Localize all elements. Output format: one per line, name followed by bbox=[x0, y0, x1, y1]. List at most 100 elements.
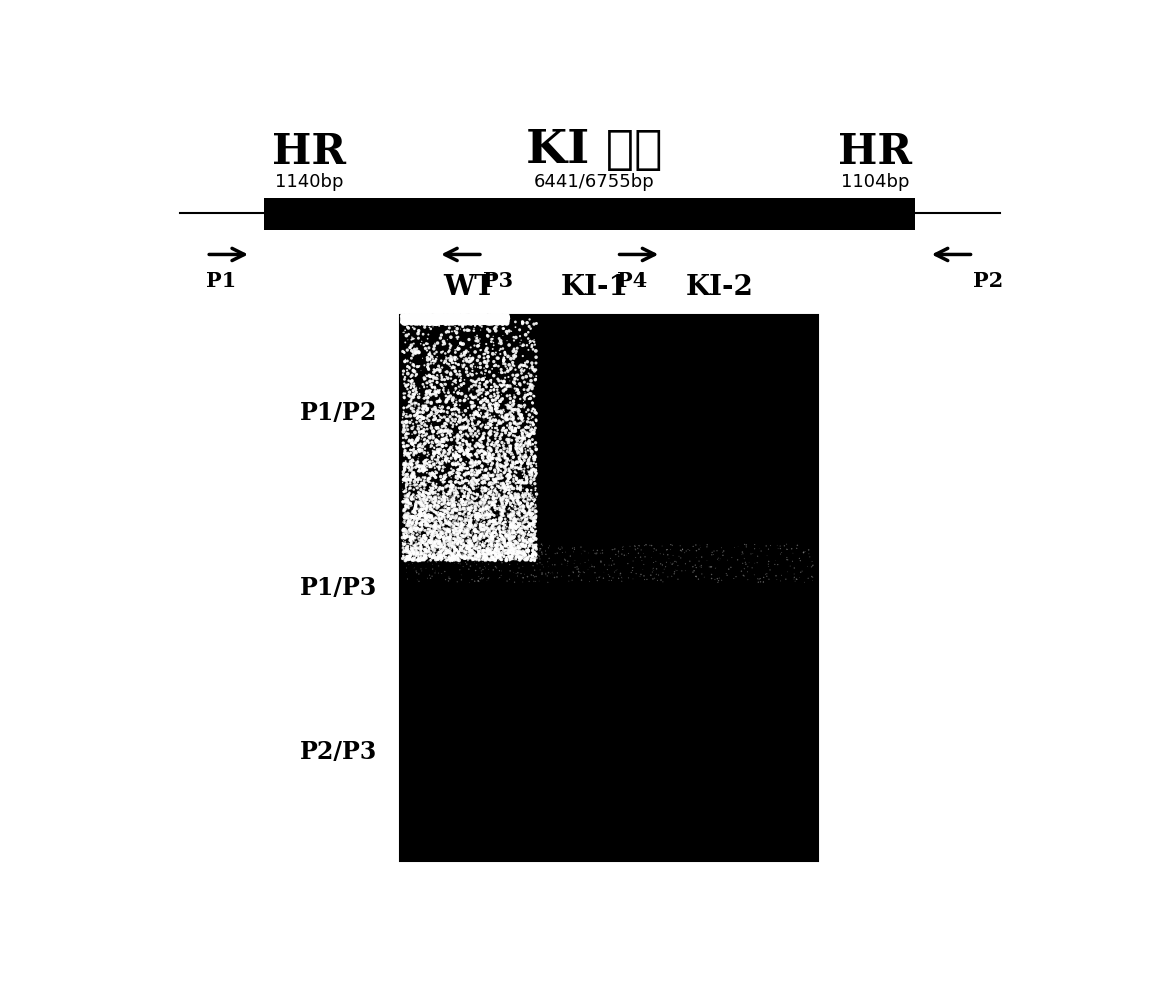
Point bbox=[403, 543, 421, 559]
Point bbox=[486, 494, 504, 510]
Point bbox=[397, 315, 416, 331]
Point bbox=[491, 309, 510, 325]
Point bbox=[399, 398, 418, 413]
Point bbox=[456, 542, 474, 558]
Point bbox=[405, 407, 424, 423]
Point bbox=[527, 486, 546, 502]
Point bbox=[527, 343, 546, 359]
Point bbox=[395, 438, 413, 454]
Point bbox=[496, 537, 514, 553]
Point bbox=[475, 537, 494, 553]
Point bbox=[417, 307, 435, 323]
Point bbox=[405, 492, 424, 508]
Point bbox=[502, 545, 520, 561]
Point bbox=[516, 566, 534, 582]
Point bbox=[444, 313, 463, 329]
Point bbox=[428, 492, 447, 508]
Point bbox=[508, 386, 526, 401]
Point bbox=[397, 311, 416, 327]
Point bbox=[449, 539, 467, 555]
Point bbox=[399, 495, 418, 511]
Point bbox=[412, 409, 430, 425]
Point bbox=[445, 429, 464, 445]
Point bbox=[486, 399, 504, 414]
Point bbox=[453, 310, 472, 326]
Point bbox=[403, 458, 421, 473]
Point bbox=[456, 314, 474, 330]
Point bbox=[432, 423, 450, 439]
Point bbox=[420, 519, 439, 534]
Point bbox=[412, 459, 430, 474]
Point bbox=[447, 502, 465, 518]
Point bbox=[455, 407, 473, 423]
Point bbox=[471, 316, 489, 332]
Point bbox=[444, 514, 463, 529]
Point bbox=[416, 315, 434, 331]
Point bbox=[746, 541, 764, 557]
Point bbox=[450, 530, 468, 546]
Point bbox=[524, 523, 542, 538]
Point bbox=[508, 368, 526, 384]
Point bbox=[420, 540, 439, 556]
Point bbox=[487, 523, 505, 538]
Point bbox=[472, 311, 490, 327]
Point bbox=[523, 377, 541, 393]
Point bbox=[475, 397, 494, 412]
Point bbox=[481, 400, 500, 415]
Point bbox=[444, 315, 463, 331]
Point bbox=[462, 309, 480, 325]
Point bbox=[508, 435, 526, 451]
Point bbox=[401, 485, 419, 501]
Point bbox=[487, 487, 505, 503]
Point bbox=[425, 534, 443, 550]
Point bbox=[490, 313, 509, 329]
Point bbox=[426, 310, 444, 326]
Point bbox=[465, 308, 483, 324]
Point bbox=[433, 314, 451, 330]
Point bbox=[498, 407, 517, 423]
Point bbox=[440, 523, 458, 539]
Point bbox=[402, 354, 420, 370]
Point bbox=[456, 314, 474, 330]
Point bbox=[490, 377, 509, 393]
Point bbox=[398, 332, 417, 347]
Point bbox=[412, 336, 430, 351]
Point bbox=[497, 552, 516, 568]
Point bbox=[495, 549, 513, 565]
Point bbox=[478, 540, 496, 556]
Point bbox=[432, 352, 450, 368]
Point bbox=[473, 501, 491, 517]
Point bbox=[439, 312, 457, 328]
Point bbox=[490, 310, 509, 326]
Point bbox=[422, 417, 441, 433]
Point bbox=[513, 474, 532, 490]
Point bbox=[490, 563, 509, 579]
Point bbox=[426, 538, 444, 554]
Point bbox=[394, 523, 412, 538]
Point bbox=[416, 311, 434, 327]
Point bbox=[487, 471, 505, 487]
Point bbox=[428, 315, 447, 331]
Point bbox=[571, 556, 589, 572]
Point bbox=[665, 566, 684, 582]
Bar bbox=[265, 198, 915, 230]
Point bbox=[430, 310, 449, 326]
Point bbox=[513, 551, 532, 567]
Point bbox=[493, 435, 511, 451]
Point bbox=[506, 540, 525, 556]
Point bbox=[418, 548, 436, 564]
Point bbox=[452, 536, 471, 552]
Point bbox=[527, 441, 546, 457]
Point bbox=[485, 489, 503, 505]
Point bbox=[612, 571, 631, 586]
Point bbox=[395, 509, 413, 524]
Point bbox=[413, 400, 432, 416]
Point bbox=[502, 324, 520, 339]
Point bbox=[441, 309, 459, 325]
Point bbox=[427, 511, 445, 526]
Point bbox=[521, 321, 540, 337]
Point bbox=[458, 309, 477, 325]
Point bbox=[498, 333, 517, 348]
Point bbox=[428, 309, 447, 325]
Point bbox=[453, 309, 472, 325]
